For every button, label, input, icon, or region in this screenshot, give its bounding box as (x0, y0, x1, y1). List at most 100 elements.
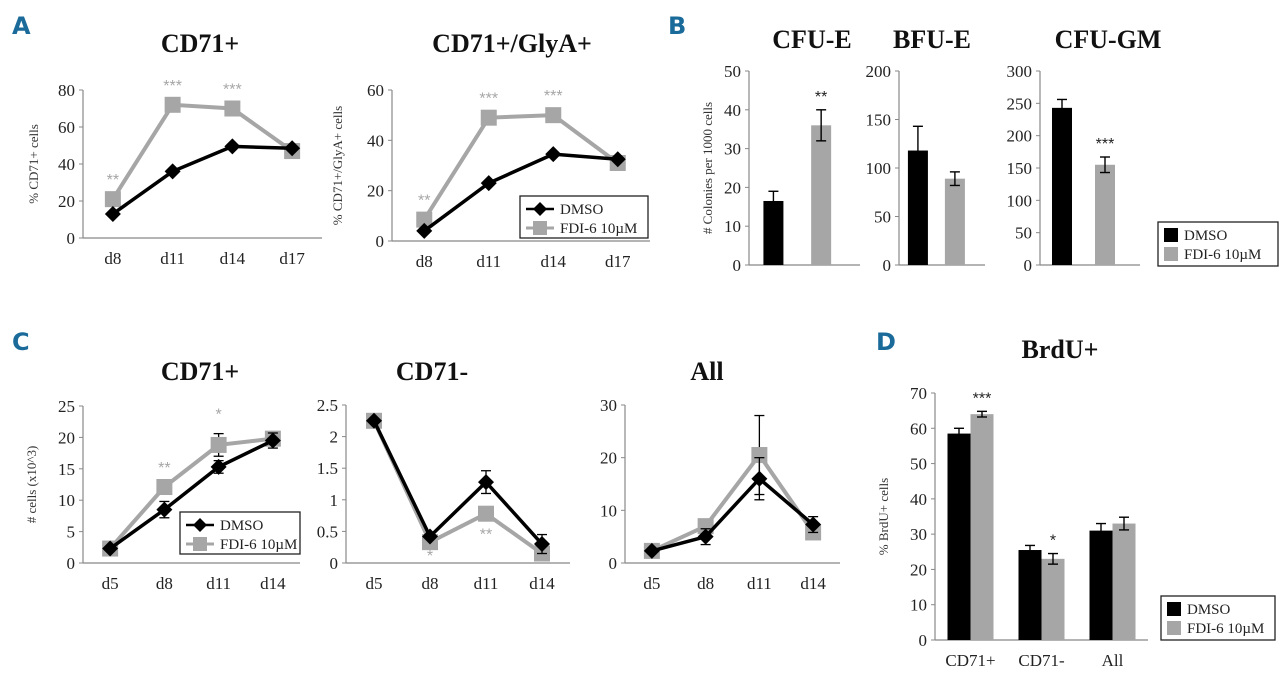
legend-marker-square-icon (193, 537, 207, 551)
data-point-dmso (609, 151, 626, 168)
legend-label: DMSO (1187, 602, 1231, 618)
y-tick-label: 40 (367, 131, 384, 150)
data-point-fdi6 (478, 505, 494, 522)
significance-marker: * (1050, 533, 1056, 550)
data-point-fdi6 (751, 447, 768, 464)
significance-marker: ** (815, 89, 827, 106)
y-tick-label: 30 (724, 140, 741, 159)
significance-marker: *** (973, 390, 992, 407)
y-tick-label: 80 (58, 81, 75, 100)
x-tick-label: CD71- (1018, 651, 1065, 670)
data-point-fdi6 (480, 109, 497, 126)
y-tick-label: 50 (910, 455, 927, 474)
series-line-dmso (109, 438, 274, 550)
chart-title: CD71+ (161, 357, 239, 386)
series-line-fdi6 (422, 113, 619, 221)
x-tick-label: d14 (220, 249, 246, 268)
chart-title: BrdU+ (1022, 335, 1099, 364)
data-point-dmso (751, 470, 768, 487)
chart-title: CD71+/GlyA+ (432, 29, 592, 58)
y-axis-label: % CD71+ cells (26, 124, 41, 204)
x-tick-label: d5 (366, 574, 383, 593)
x-tick-label: d8 (104, 249, 121, 268)
y-axis-label: # Colonies per 1000 cells (700, 102, 715, 234)
x-tick-label: d17 (605, 252, 631, 271)
y-tick-label: 40 (910, 490, 927, 509)
y-tick-label: 25 (58, 397, 75, 416)
series-line-dmso (423, 152, 618, 233)
chart-title: All (690, 357, 723, 386)
legend-label: DMSO (560, 202, 604, 218)
x-tick-label: d8 (697, 574, 714, 593)
y-tick-label: 100 (866, 159, 892, 178)
x-tick-label: d14 (800, 574, 826, 593)
chart-c1: CD71+ 0 5 10 15 20 25 # cells (x10^3) d5 d8 d11 d14… (24, 357, 301, 593)
y-axis-label: # cells (x10^3) (24, 446, 39, 524)
data-point-dmso (545, 146, 562, 163)
legend-label: DMSO (1184, 228, 1228, 244)
y-tick-label: 10 (724, 217, 741, 236)
data-point-dmso (697, 528, 714, 545)
y-tick-label: 150 (1007, 159, 1033, 178)
y-tick-label: 60 (367, 81, 384, 100)
data-point-dmso (805, 516, 822, 533)
data-point-fdi6 (104, 191, 121, 208)
legend-marker-square-icon (533, 221, 547, 235)
y-tick-label: 2.5 (317, 396, 338, 415)
legend-label: FDI-6 10µM (1184, 247, 1261, 263)
data-point-fdi6 (416, 211, 433, 228)
bar-dmso (907, 150, 928, 265)
y-tick-label: 30 (910, 525, 927, 544)
chart-title: CD71- (396, 357, 468, 386)
y-tick-label: 20 (600, 449, 617, 468)
bar-dmso (1052, 107, 1072, 265)
x-tick-label: d17 (279, 249, 305, 268)
y-tick-label: 0 (733, 256, 742, 275)
chart-d1: BrdU+ 0 10 20 30 40 50 60 70 % BrdU+ cells CD71+ CD… (876, 335, 1276, 670)
series-line-fdi6 (651, 451, 815, 553)
bar-fdi6 (944, 178, 965, 265)
legend-label: FDI-6 10µM (1187, 621, 1264, 637)
y-tick-label: 20 (367, 182, 384, 201)
significance-marker: *** (163, 78, 182, 95)
data-point-dmso (422, 528, 438, 545)
y-tick-label: 40 (724, 101, 741, 120)
data-point-dmso (224, 138, 241, 155)
data-point-dmso (104, 205, 121, 222)
legend: DMSO FDI-6 10µM (1157, 221, 1279, 267)
series-line-fdi6 (372, 419, 544, 556)
x-tick-label: d8 (416, 252, 433, 271)
bar-dmso (763, 200, 784, 265)
legend: DMSO FDI-6 10µM (179, 511, 301, 555)
data-point-fdi6 (210, 436, 227, 453)
y-tick-label: 50 (1015, 224, 1032, 243)
data-point-dmso (643, 542, 660, 559)
y-tick-label: 0 (67, 554, 76, 573)
significance-marker: ** (107, 172, 119, 189)
x-tick-label: d8 (422, 574, 439, 593)
x-tick-label: d8 (156, 574, 173, 593)
series-line-dmso (111, 144, 293, 216)
y-tick-label: 50 (724, 62, 741, 81)
x-tick-label: d11 (747, 574, 772, 593)
legend-label: FDI-6 10µM (560, 221, 637, 237)
chart-c2: CD71-00.511.522.5d5 d8 d11 d14*** (317, 357, 570, 593)
data-point-dmso (264, 432, 281, 449)
x-tick-label: d11 (206, 574, 231, 593)
y-tick-label: 20 (58, 428, 75, 447)
y-tick-label: 150 (866, 111, 892, 130)
y-tick-label: 0.5 (317, 522, 338, 541)
panel-letter-d: D (876, 328, 896, 356)
data-point-dmso (534, 536, 550, 553)
x-tick-label: d14 (260, 574, 286, 593)
bar-fdi6 (1112, 523, 1136, 640)
chart-a2: CD71+/GlyA+ 0 20 40 60 % CD71+/GlyA+ cells d8 d… (330, 29, 650, 271)
significance-marker: *** (223, 82, 242, 99)
legend: DMSO FDI-6 10µM (1160, 595, 1276, 641)
legend-swatch-dmso (1164, 228, 1178, 242)
data-point-dmso (102, 540, 119, 557)
x-tick-label: All (1102, 651, 1124, 670)
y-tick-label: 10 (58, 491, 75, 510)
y-tick-label: 200 (1007, 127, 1033, 146)
